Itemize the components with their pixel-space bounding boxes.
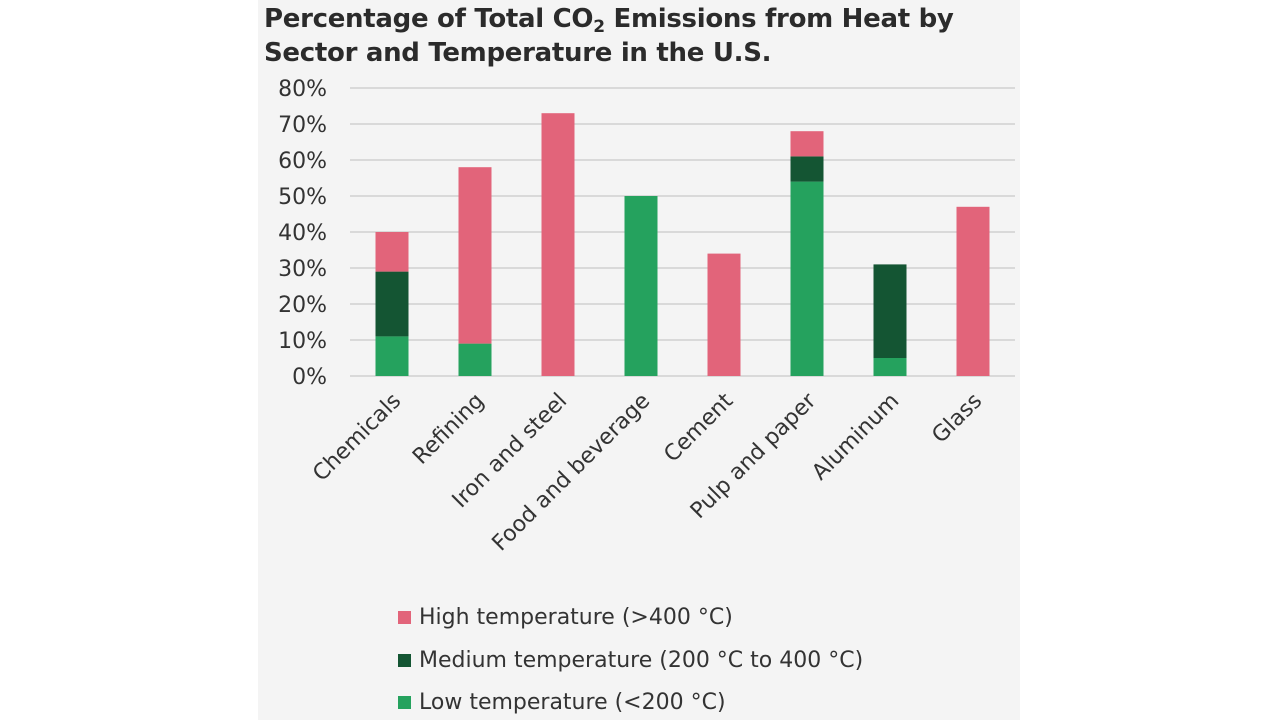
y-tick-label: 80% — [278, 77, 327, 102]
title-text: Percentage of Total CO — [264, 4, 594, 34]
bar-segment — [458, 167, 492, 344]
x-tick-label: Food and beverage — [488, 389, 656, 557]
legend-swatch — [398, 696, 411, 709]
legend-item: Medium temperature (200 °C to 400 °C) — [398, 648, 863, 673]
legend-item: High temperature (>400 °C) — [398, 605, 733, 630]
title-text: Sector and Temperature in the U.S. — [264, 38, 772, 68]
bar-segment — [458, 343, 492, 376]
legend-label: Low temperature (<200 °C) — [419, 690, 726, 715]
y-tick-label: 60% — [278, 149, 327, 174]
x-tick-label: Chemicals — [308, 389, 406, 487]
x-tick-label: Refining — [408, 389, 489, 470]
bar-segment — [790, 131, 824, 157]
legend-label: High temperature (>400 °C) — [419, 605, 733, 630]
y-tick-label: 30% — [278, 257, 327, 282]
title-text: Emissions from Heat by — [604, 4, 954, 34]
y-tick-label: 20% — [278, 293, 327, 318]
bar-segment — [956, 206, 990, 376]
legend-item: Low temperature (<200 °C) — [398, 690, 726, 715]
legend-swatch — [398, 654, 411, 667]
legend-swatch — [398, 611, 411, 624]
bar-segment — [873, 358, 907, 376]
y-tick-label: 70% — [278, 113, 327, 138]
x-tick-label: Aluminum — [807, 389, 904, 486]
bar-segment — [375, 271, 409, 337]
chart-title: Percentage of Total CO2 Emissions from H… — [264, 2, 1024, 70]
bar-segment — [707, 253, 741, 376]
bar-segment — [790, 181, 824, 376]
bar-segment — [624, 196, 658, 376]
y-tick-label: 50% — [278, 185, 327, 210]
bar-segment — [375, 232, 409, 272]
x-tick-label: Glass — [927, 389, 987, 449]
y-tick-label: 0% — [292, 365, 327, 390]
y-tick-label: 10% — [278, 329, 327, 354]
legend-label: Medium temperature (200 °C to 400 °C) — [419, 648, 864, 673]
bar-segment — [873, 264, 907, 358]
x-tick-label: Cement — [659, 388, 738, 467]
bar-segment — [541, 113, 575, 376]
y-tick-label: 40% — [278, 221, 327, 246]
title-subscript: 2 — [593, 17, 605, 37]
bar-segment — [375, 336, 409, 376]
bar-segment — [790, 156, 824, 182]
